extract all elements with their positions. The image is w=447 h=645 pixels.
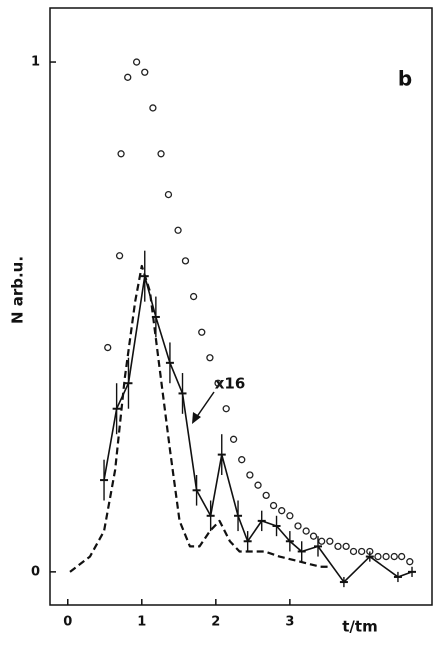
plot-frame (49, 7, 433, 606)
data-point (214, 379, 222, 387)
data-point (181, 257, 190, 265)
data-point (174, 226, 182, 234)
data-point (326, 537, 334, 545)
data-point (132, 58, 141, 66)
data-point (238, 456, 246, 464)
solid-line (103, 275, 413, 583)
data-point (286, 512, 294, 520)
data-point (141, 68, 149, 76)
data-point (294, 522, 302, 530)
data-point (262, 491, 270, 500)
data-point (189, 292, 198, 301)
data-point (222, 405, 230, 413)
annotation-arrowhead (192, 412, 201, 424)
x-tick-label: 3 (285, 615, 294, 630)
data-point (318, 537, 326, 545)
y-axis-label: N arb.u. (9, 256, 27, 324)
y-tick-label: 0 (31, 564, 40, 579)
x-tick-label: 2 (211, 615, 220, 630)
data-point (206, 354, 214, 362)
data-point (198, 328, 206, 336)
annotation-arrow (195, 391, 215, 419)
data-point (117, 150, 125, 158)
y-tick-label: 1 (31, 55, 40, 70)
data-point (164, 190, 173, 199)
dashed-line (69, 264, 330, 573)
data-point (269, 501, 278, 510)
data-point (278, 507, 286, 515)
data-point (302, 527, 310, 535)
data-point (157, 150, 165, 158)
data-point (149, 104, 157, 112)
data-point (309, 532, 318, 540)
data-point (349, 547, 358, 556)
data-point (390, 552, 398, 561)
x-axis-label: t/tm (342, 618, 377, 636)
data-point (229, 435, 238, 443)
x-tick-label: 0 (63, 615, 72, 630)
data-point (374, 552, 382, 561)
data-point (104, 343, 112, 352)
data-point (397, 552, 406, 561)
data-point (406, 558, 414, 566)
data-point (254, 481, 262, 489)
x-tick-label: 1 (137, 615, 146, 630)
data-point (124, 73, 132, 81)
data-point (115, 252, 124, 260)
data-point (382, 552, 390, 561)
data-point (246, 471, 254, 479)
data-point (334, 542, 342, 551)
panel-label: b (398, 67, 412, 91)
data-point (358, 547, 366, 556)
data-point (342, 542, 350, 551)
annotation: x16 (215, 375, 246, 393)
